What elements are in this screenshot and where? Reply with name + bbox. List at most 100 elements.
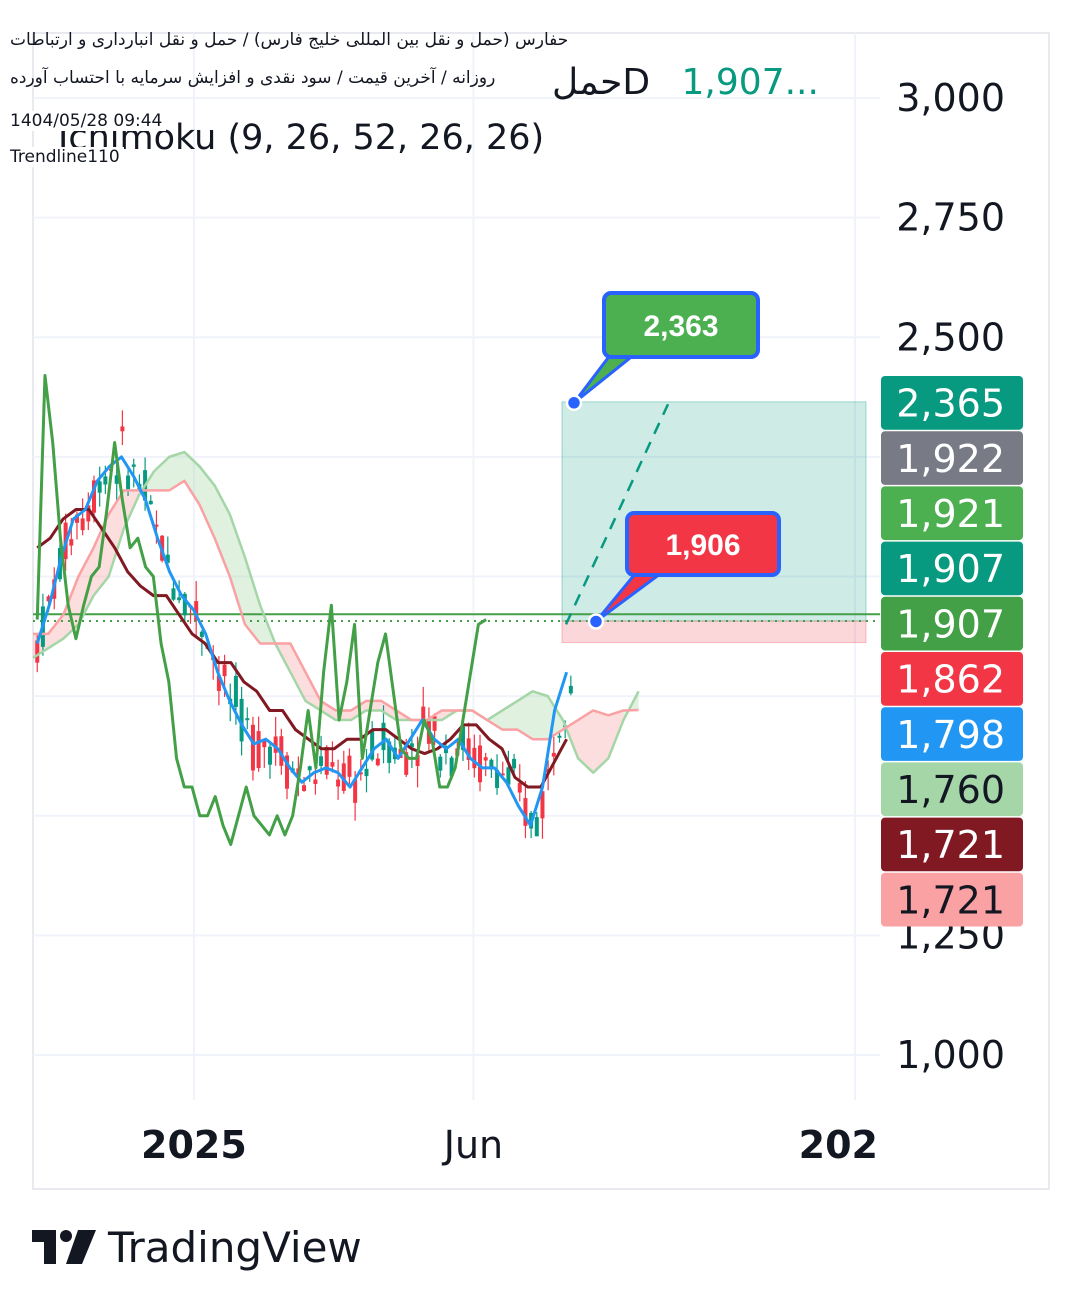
candle-body	[273, 736, 278, 753]
price-tag-label: 1,721	[896, 823, 1005, 867]
candle-body	[375, 758, 380, 766]
header-timestamp: 1404/05/28 09:44	[10, 111, 167, 131]
candle-body	[86, 505, 91, 522]
cloud-segment	[154, 456, 170, 491]
candle-body	[438, 756, 443, 771]
tradingview-logo[interactable]: TradingView	[32, 1222, 362, 1272]
candle-body	[182, 593, 187, 616]
candle-body	[267, 746, 272, 765]
candle-body	[114, 475, 119, 484]
candle-body	[194, 601, 199, 621]
price-tags: 2,365 1,922 1,921 1,907 1,907 1,862 1,798 1,760…	[881, 376, 1023, 927]
candle-body	[540, 791, 545, 819]
line-tenkan	[35, 455, 569, 827]
cloud-segment	[381, 700, 397, 721]
candle-body	[35, 640, 40, 663]
y-tick-label: 2,500	[896, 315, 1005, 359]
candle-body	[336, 779, 341, 787]
candle-body	[330, 762, 335, 767]
price-tag	[881, 431, 1023, 485]
candle-body	[245, 718, 250, 721]
header-line-2: روزانه / آخرین قیمت / سود نقدی و افزایش …	[10, 68, 496, 88]
candle-body	[404, 752, 409, 775]
y-tick-label: 2,750	[896, 196, 1005, 240]
candle-body	[154, 524, 159, 527]
candle-body	[97, 481, 102, 493]
candle-body	[557, 735, 562, 738]
candle-body	[432, 716, 437, 731]
callout-label: 2,363	[643, 310, 718, 343]
cloud-segment	[593, 710, 609, 773]
candle-body	[460, 726, 465, 750]
cloud-segment	[578, 710, 594, 773]
callout-box[interactable]	[625, 511, 781, 577]
cloud-segment	[320, 700, 336, 721]
candle-body	[358, 772, 363, 775]
cloud-segment	[199, 466, 215, 539]
candle-body	[347, 755, 352, 777]
candle-body	[409, 743, 414, 748]
callout-anchor-dot[interactable]	[565, 394, 583, 412]
y-tick-label: 1,000	[896, 1033, 1005, 1077]
candle-body	[222, 664, 227, 677]
candle-body	[279, 736, 284, 766]
candle-body	[131, 464, 136, 467]
candle-body	[353, 779, 358, 803]
candle-body	[148, 500, 153, 505]
price-tag-label: 1,921	[896, 492, 1005, 536]
candle-body	[80, 518, 85, 531]
candle-body	[523, 798, 528, 826]
candle-body	[512, 758, 517, 769]
stop-zone[interactable]	[561, 620, 867, 644]
line-chikou	[35, 374, 487, 846]
last-price-label: 1,907...	[681, 62, 819, 103]
indicator-lines	[32, 374, 640, 846]
candle-body	[171, 588, 176, 600]
candle-body	[449, 757, 454, 777]
candle-body	[120, 426, 125, 432]
price-tag	[881, 707, 1023, 761]
price-tag-label: 1,862	[896, 658, 1005, 702]
cloud-segment	[517, 691, 533, 740]
candle-body	[199, 631, 204, 637]
price-callouts[interactable]: 2,363 1,906	[565, 291, 781, 630]
candle-body	[307, 766, 312, 771]
callout-box[interactable]	[602, 291, 760, 359]
candle-body	[370, 730, 375, 760]
price-tag-label: 1,907	[896, 602, 1005, 646]
price-tag-label: 1,760	[896, 768, 1005, 812]
candle-body	[69, 539, 74, 546]
candle-body	[478, 745, 483, 783]
candle-body	[233, 675, 238, 707]
candle-body	[302, 785, 307, 792]
cloud-segment	[502, 700, 518, 730]
callout-anchor-dot[interactable]	[587, 613, 605, 630]
header-drawing-name: Trendline110	[10, 147, 124, 167]
candle-body	[506, 767, 511, 785]
line-senkou-b	[33, 479, 639, 741]
candle-body	[517, 782, 522, 793]
price-tag-label: 1,922	[896, 437, 1005, 481]
tradingview-wordmark: TradingView	[108, 1222, 362, 1272]
candle-body	[364, 768, 369, 777]
candle-body	[92, 480, 97, 513]
candle-body	[324, 746, 329, 775]
candle-body	[216, 675, 221, 691]
candle-body	[165, 554, 170, 563]
candle-body	[500, 773, 505, 776]
header-line-1: حفارس (حمل و نقل بین المللی خلیج فارس) /…	[10, 30, 569, 50]
x-tick-label: 2025	[141, 1123, 247, 1167]
time-axis[interactable]: 2025 Jun 202	[141, 1123, 878, 1167]
cloud-segment	[63, 576, 79, 639]
cloud-segment	[244, 557, 261, 644]
candle-body	[126, 475, 131, 492]
candle-body	[489, 759, 494, 770]
candles	[35, 410, 573, 839]
price-tag-label: 1,798	[896, 713, 1005, 757]
cloud-segment	[487, 710, 503, 730]
candle-body	[387, 741, 392, 763]
candle-body	[551, 752, 556, 757]
y-tick-label: 3,000	[896, 76, 1005, 120]
